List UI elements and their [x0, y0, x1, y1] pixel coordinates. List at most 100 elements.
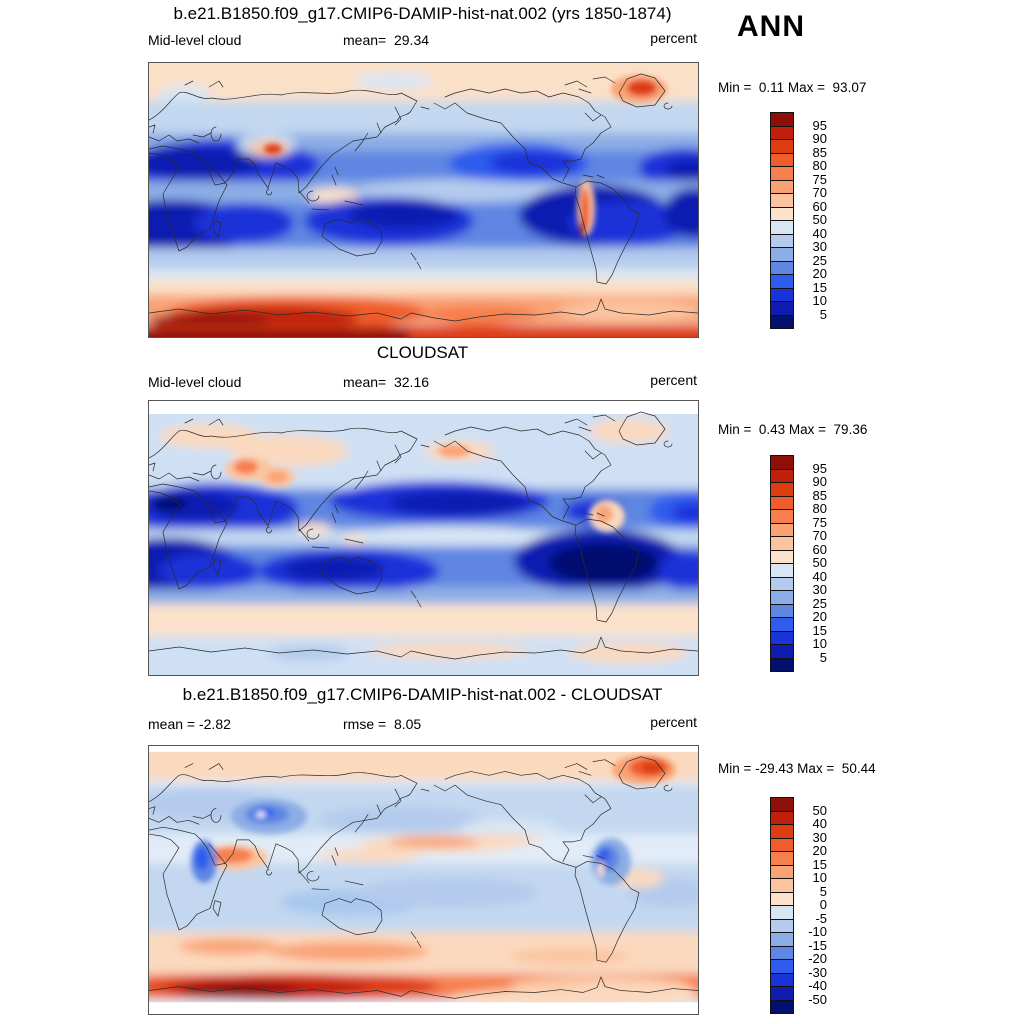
- colorbar-segment: [770, 233, 794, 248]
- colorbar-tick-label: 10: [812, 870, 827, 885]
- colorbar-segment: [770, 455, 794, 470]
- colorbar-segment: [770, 945, 794, 960]
- colorbar-segment: [770, 837, 794, 852]
- colorbar-segment: [770, 220, 794, 235]
- colorbar-tick-label: 10: [812, 636, 827, 651]
- colorbar-segment: [770, 247, 794, 262]
- panel1-minmax: Min = 0.11 Max = 93.07: [718, 80, 867, 95]
- map-model: [148, 62, 699, 338]
- colorbar-tick-label: 90: [812, 474, 827, 489]
- colorbar-tick-label: 80: [812, 158, 827, 173]
- obs-field-spots: [225, 445, 625, 532]
- colorbar-tick-label: -40: [808, 978, 827, 993]
- colorbar-segment: [770, 139, 794, 154]
- panel1-variable-label: Mid-level cloud: [148, 32, 242, 48]
- colorbar-segment: [770, 918, 794, 933]
- colorbar-segment: [770, 797, 794, 812]
- colorbar-segment: [770, 972, 794, 987]
- model-field-spots: [264, 75, 667, 236]
- colorbar-tick-label: 95: [812, 117, 827, 133]
- colorbar-tick-label: 50: [812, 555, 827, 570]
- colorbar-segment: [770, 468, 794, 483]
- colorbar-segment: [770, 166, 794, 181]
- colorbar-segment: [770, 274, 794, 289]
- panel3-mean-label: mean = -2.82: [148, 716, 231, 732]
- colorbar-segment: [770, 179, 794, 194]
- colorbar-segment: [770, 112, 794, 127]
- colorbar-segment: [770, 932, 794, 947]
- colorbar-segment: [770, 657, 794, 672]
- colorbar-segment: [770, 260, 794, 275]
- panel3-colorbar: [770, 797, 794, 1014]
- colorbar-segment: [770, 549, 794, 564]
- panel1-mean-label: mean= 29.34: [343, 32, 430, 48]
- colorbar-segment: [770, 630, 794, 645]
- obs-nodata-strip: [149, 401, 698, 414]
- colorbar-tick-label: 95: [812, 460, 827, 476]
- panel2-units-label: percent: [650, 372, 697, 388]
- colorbar-segment: [770, 287, 794, 302]
- colorbar-segment: [770, 314, 794, 329]
- colorbar-tick-label: 40: [812, 568, 827, 584]
- colorbar-tick-label: 10: [812, 293, 827, 308]
- colorbar-segment: [770, 206, 794, 221]
- colorbar-tick-label: 15: [812, 279, 827, 295]
- diff-nodata-strip-top: [149, 746, 698, 752]
- colorbar-segment: [770, 864, 794, 879]
- colorbar-tick-label: -30: [808, 964, 827, 980]
- panel1-subheader: Mid-level cloud mean= 29.34 percent: [148, 30, 697, 48]
- panel1-colorbar: [770, 112, 794, 329]
- colorbar-tick-label: -15: [808, 937, 827, 953]
- colorbar-tick-label: 0: [819, 897, 827, 912]
- colorbar-segment: [770, 891, 794, 906]
- map-obs: [148, 400, 699, 676]
- colorbar-segment: [770, 522, 794, 537]
- colorbar-tick-label: 5: [819, 883, 827, 899]
- colorbar-segment: [770, 603, 794, 618]
- colorbar-segment: [770, 905, 794, 920]
- colorbar-segment: [770, 152, 794, 167]
- panel2-mean-label: mean= 32.16: [343, 374, 430, 390]
- panel1-colorbar-labels: 95 90 85 80 75 70 60 50 40 30 25 20 15 10 5: [797, 112, 827, 328]
- colorbar-tick-label: 60: [812, 198, 827, 214]
- colorbar-tick-label: 80: [812, 501, 827, 516]
- colorbar-tick-label: 30: [812, 829, 827, 845]
- colorbar-segment: [770, 999, 794, 1014]
- colorbar-tick-label: 20: [812, 609, 827, 624]
- colorbar-tick-label: 40: [812, 816, 827, 831]
- colorbar-tick-label: -20: [808, 951, 827, 966]
- colorbar-segment: [770, 986, 794, 1001]
- diff-field: [149, 746, 698, 1014]
- panel3-units-label: percent: [650, 714, 697, 730]
- colorbar-tick-label: 50: [812, 802, 827, 818]
- panel2-subheader: Mid-level cloud mean= 32.16 percent: [148, 372, 697, 390]
- obs-field: [149, 401, 698, 675]
- colorbar-tick-label: 85: [812, 487, 827, 503]
- colorbar-tick-label: 75: [812, 514, 827, 530]
- colorbar-tick-label: 25: [812, 595, 827, 611]
- map-diff-svg: [149, 746, 698, 1014]
- colorbar-segment: [770, 590, 794, 605]
- colorbar-segment: [770, 536, 794, 551]
- season-label: ANN: [737, 10, 805, 43]
- panel3-rmse-label: rmse = 8.05: [343, 716, 422, 732]
- colorbar-segment: [770, 495, 794, 510]
- colorbar-segment: [770, 878, 794, 893]
- panel2-title: CLOUDSAT: [376, 343, 469, 362]
- colorbar-segment: [770, 959, 794, 974]
- colorbar-tick-label: 5: [819, 649, 827, 665]
- colorbar-tick-label: -5: [815, 910, 827, 926]
- colorbar-tick-label: 25: [812, 252, 827, 268]
- colorbar-segment: [770, 644, 794, 659]
- colorbar-tick-label: -50: [808, 991, 827, 1007]
- panel2-minmax: Min = 0.43 Max = 79.36: [718, 422, 868, 437]
- diff-field-spots: [191, 754, 676, 885]
- panel1-title: b.e21.B1850.f09_g17.CMIP6-DAMIP-hist-nat…: [173, 4, 672, 23]
- panel3-subheader: mean = -2.82 rmse = 8.05 percent: [148, 714, 697, 732]
- colorbar-segment: [770, 824, 794, 839]
- colorbar-tick-label: 15: [812, 622, 827, 638]
- colorbar-tick-label: 30: [812, 239, 827, 254]
- panel1-units-label: percent: [650, 30, 697, 46]
- map-model-svg: [149, 63, 698, 337]
